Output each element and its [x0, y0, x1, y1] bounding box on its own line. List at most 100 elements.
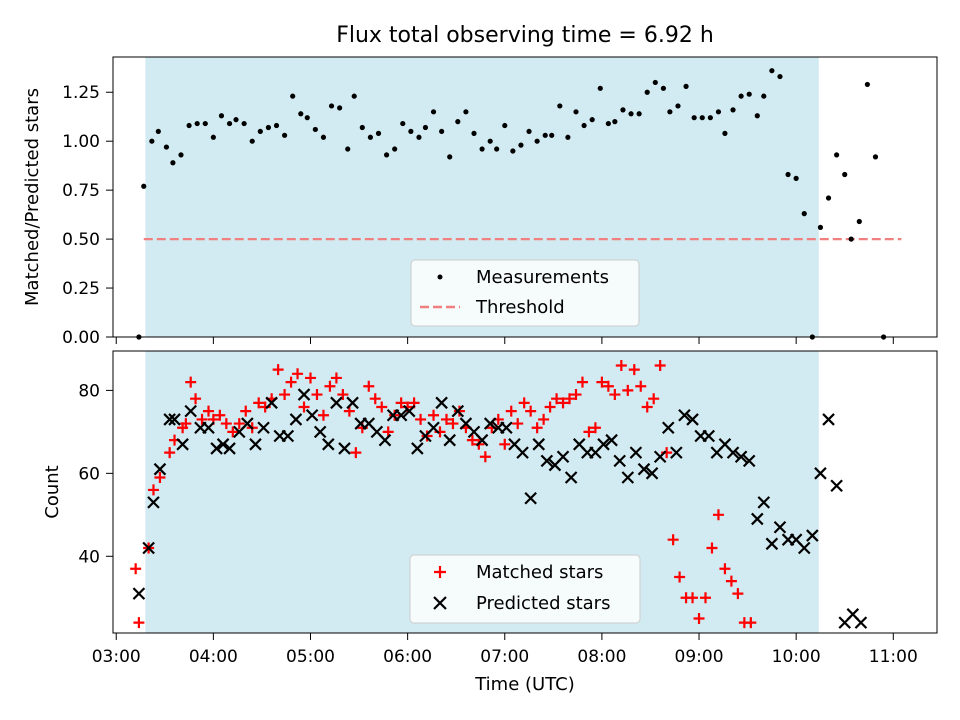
measurement-point — [573, 109, 579, 115]
predicted-star-point — [330, 396, 343, 410]
matched-star-point — [130, 563, 142, 575]
predicted-star-point — [516, 446, 529, 459]
matched-star-point — [240, 405, 252, 417]
predicted-star-point — [830, 479, 843, 493]
measurement-point — [636, 111, 642, 117]
bottom-y-tick-label: 80 — [78, 381, 100, 401]
predicted-star-point — [265, 396, 278, 410]
measurement-point — [218, 113, 225, 119]
x-tick-label: 06:00 — [383, 647, 432, 667]
measurement-point — [864, 81, 870, 88]
measurement-point — [471, 130, 477, 136]
matched-star-point — [544, 401, 556, 413]
matched-star-point — [292, 368, 304, 380]
matched-star-point — [311, 389, 323, 401]
legend-predicted-swatch — [433, 596, 447, 610]
predicted-star-point — [202, 421, 215, 434]
measurement-point — [337, 105, 343, 111]
predicted-star-point — [443, 433, 457, 447]
matched-star-point — [512, 418, 524, 430]
measurement-point — [793, 175, 799, 181]
predicted-star-point — [629, 446, 643, 459]
matched-star-point — [317, 409, 329, 421]
predicted-star-point — [814, 467, 827, 480]
measurement-point — [233, 117, 239, 123]
matched-star-point — [466, 434, 478, 446]
measurement-point — [660, 85, 667, 91]
matched-star-point — [220, 418, 232, 430]
predicted-star-point — [661, 421, 675, 434]
matched-star-point — [609, 389, 621, 401]
measurement-point — [518, 142, 524, 148]
predicted-star-point — [216, 438, 230, 451]
predicted-star-point — [427, 421, 440, 434]
matched-star-point — [421, 430, 433, 442]
matched-star-point — [596, 376, 608, 388]
matched-star-point — [190, 393, 202, 405]
matched-star-point — [185, 376, 197, 388]
matched-star-point — [538, 413, 550, 425]
x-tick-label: 08:00 — [577, 647, 626, 667]
measurement-point — [730, 107, 736, 113]
measurement-point — [842, 171, 848, 178]
predicted-star-point — [734, 450, 748, 464]
predicted-star-point — [726, 446, 740, 459]
predicted-star-point — [297, 388, 311, 401]
measurement-point — [801, 211, 807, 217]
predicted-star-point — [702, 429, 716, 443]
matched-star-point — [570, 389, 582, 401]
matched-star-point — [628, 364, 640, 376]
top-panel: 0.00 0.25 0.50 0.75 1.00 1.25 Flux total obse… — [22, 23, 938, 348]
bottom-panel-frame — [112, 350, 938, 634]
matched-star-point — [363, 380, 375, 392]
predicted-star-point — [670, 446, 683, 459]
measurement-point — [210, 134, 216, 140]
measurement-point — [430, 109, 437, 115]
matched-star-point — [531, 422, 543, 434]
predicted-star-point — [678, 409, 691, 422]
matched-star-point — [369, 393, 381, 405]
predicted-star-point — [168, 413, 181, 426]
matched-star-point — [667, 534, 679, 546]
measurement-point — [265, 124, 272, 131]
matched-star-point — [389, 409, 401, 421]
matched-star-point — [324, 380, 336, 392]
measurement-point — [612, 119, 618, 125]
predicted-star-point — [540, 454, 554, 468]
matched-star-point — [180, 418, 192, 430]
bottom-y-tick-label: 60 — [78, 464, 100, 484]
predicted-star-point — [645, 467, 659, 480]
measurement-point — [510, 148, 516, 154]
top-legend-box — [410, 259, 640, 327]
measurement-point — [416, 134, 422, 140]
measurement-point — [226, 120, 233, 127]
predicted-star-point — [822, 413, 835, 426]
matched-star-point — [428, 409, 440, 421]
predicted-star-point — [475, 433, 489, 447]
predicted-star-point — [338, 442, 351, 455]
predicted-star-point — [653, 450, 667, 464]
top-y-tick-label: 0.75 — [62, 181, 100, 201]
legend-matched-label: Matched stars — [476, 562, 603, 583]
predicted-star-point — [305, 409, 319, 422]
measurement-point — [526, 128, 532, 135]
predicted-star-point — [751, 512, 764, 526]
predicted-star-point — [346, 396, 359, 410]
predicted-star-point — [765, 537, 779, 551]
measurement-point — [856, 218, 862, 225]
measurement-point — [699, 115, 705, 121]
matched-star-point — [745, 617, 757, 629]
matched-star-point — [732, 588, 744, 600]
top-y-axis-label: Matched/Predicted stars — [22, 88, 43, 306]
measurement-point — [359, 124, 365, 131]
measurement-point — [290, 93, 296, 99]
measurement-point — [249, 138, 255, 144]
legend-measurements-swatch — [437, 274, 443, 280]
matched-star-point — [376, 401, 388, 413]
legend-threshold-label: Threshold — [475, 297, 565, 318]
measurement-point — [241, 120, 247, 127]
measurement-point — [848, 236, 854, 242]
matched-star-point — [622, 384, 634, 396]
measurement-point — [304, 115, 310, 121]
